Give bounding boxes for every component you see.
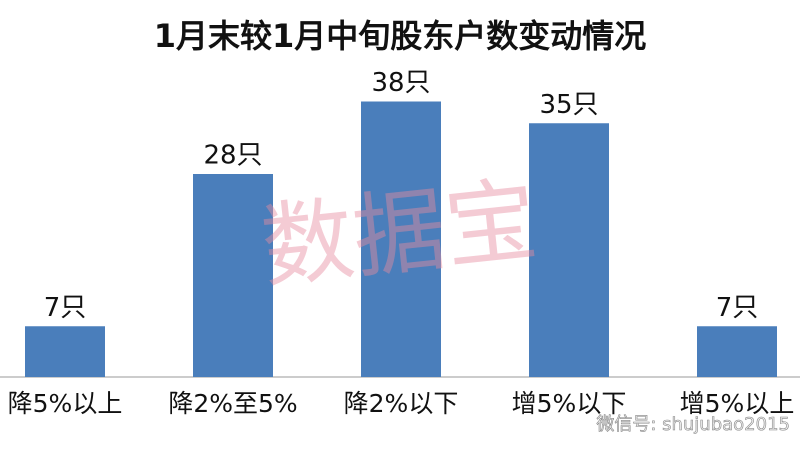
bar (361, 101, 441, 377)
value-label: 38只 (371, 68, 430, 98)
footer-watermark: 微信号: shujubao2015 (596, 414, 790, 435)
bar (697, 326, 777, 377)
value-label: 28只 (203, 141, 262, 171)
x-tick-label: 降2%以下 (344, 389, 459, 418)
bar (193, 174, 273, 377)
chart-title: 1月末较1月中旬股东户数变动情况 (154, 17, 647, 55)
value-label: 7只 (44, 293, 87, 323)
x-tick-label: 降2%至5% (168, 389, 297, 418)
x-tick-label: 增5%以上 (680, 389, 795, 418)
value-label: 35只 (539, 90, 598, 120)
x-tick-label: 降5%以上 (8, 389, 123, 418)
bar (529, 123, 609, 377)
value-label: 7只 (716, 293, 759, 323)
bar (25, 326, 105, 377)
x-tick-label: 增5%以下 (512, 389, 627, 418)
